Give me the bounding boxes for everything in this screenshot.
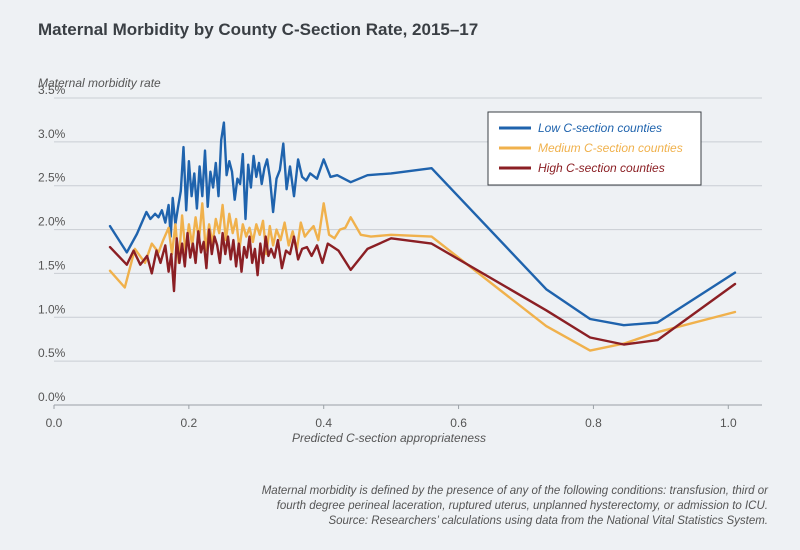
y-tick-label: 2.0% (38, 215, 66, 229)
x-tick-label: 0.4 (315, 416, 332, 430)
y-tick-label: 3.5% (38, 83, 66, 97)
x-tick-label: 0.0 (46, 416, 63, 430)
x-tick-label: 0.8 (585, 416, 602, 430)
series-line-low-c-section-counties (108, 121, 737, 327)
y-tick-label: 3.0% (38, 127, 66, 141)
x-tick-label: 0.6 (450, 416, 467, 430)
y-tick-label: 0.5% (38, 346, 66, 360)
footnote-line-2: fourth degree perineal laceration, ruptu… (276, 500, 768, 512)
footnote-line-1: Maternal morbidity is defined by the pre… (261, 485, 768, 497)
legend-label: Medium C-section counties (538, 141, 683, 155)
x-tick-labels: 0.0 0.2 0.4 0.6 0.8 1.0 (46, 405, 737, 430)
chart-title: Maternal Morbidity by County C-Section R… (38, 20, 479, 39)
series-lines (108, 121, 737, 352)
y-tick-label: 2.5% (38, 171, 66, 185)
legend: Low C-section counties Medium C-section c… (487, 111, 702, 186)
legend-label: Low C-section counties (538, 121, 662, 135)
x-tick-label: 1.0 (720, 416, 737, 430)
y-tick-label: 1.5% (38, 258, 66, 272)
legend-label: High C-section counties (538, 161, 665, 175)
y-tick-label: 1.0% (38, 302, 66, 316)
y-axis-label: Maternal morbidity rate (38, 76, 161, 90)
series-line-medium-c-section-counties (108, 202, 737, 352)
x-tick-label: 0.2 (181, 416, 198, 430)
y-tick-labels: 0.0% 0.5% 1.0% 1.5% 2.0% 2.5% 3.0% 3.5% (38, 83, 66, 404)
footnote-line-3: Source: Researchers’ calculations using … (328, 515, 768, 527)
footnote: Maternal morbidity is defined by the pre… (148, 484, 768, 529)
series-line-high-c-section-counties (108, 228, 737, 346)
y-tick-label: 0.0% (38, 390, 66, 404)
x-axis-label: Predicted C-section appropriateness (292, 431, 486, 445)
